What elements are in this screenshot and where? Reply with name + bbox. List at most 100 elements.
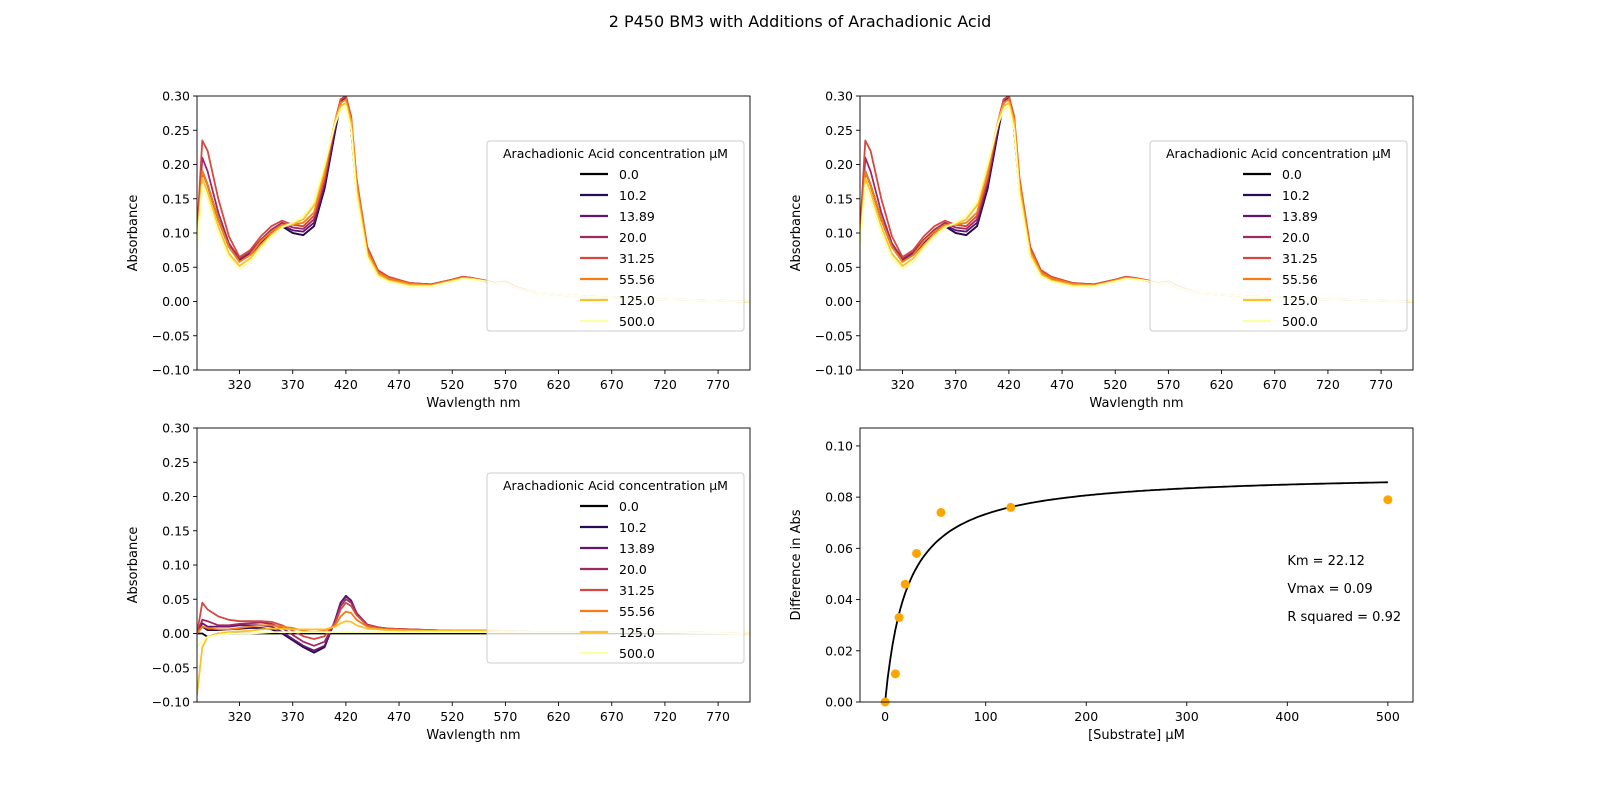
y-axis-label: Absorbance [126, 195, 141, 272]
x-tick-label: 470 [387, 709, 411, 724]
x-tick-label: 470 [387, 377, 411, 392]
x-tick-label: 400 [1275, 709, 1299, 724]
legend-label: 500.0 [619, 646, 655, 661]
legend-label: 0.0 [619, 167, 639, 182]
y-tick-label: 0.15 [162, 523, 190, 538]
x-tick-label: 770 [706, 377, 730, 392]
data-point [894, 612, 904, 622]
legend-label: 31.25 [619, 251, 655, 266]
legend-label: 55.56 [1282, 272, 1318, 287]
y-tick-label: 0.20 [162, 489, 190, 504]
figure-title: 2 P450 BM3 with Additions of Arachadioni… [608, 12, 992, 31]
y-tick-label: 0.30 [162, 89, 190, 104]
x-tick-label: 420 [334, 709, 358, 724]
legend-label: 20.0 [1282, 230, 1310, 245]
data-point [912, 548, 922, 558]
legend-label: 500.0 [619, 314, 655, 329]
x-tick-label: 320 [228, 709, 252, 724]
x-tick-label: 570 [493, 377, 517, 392]
x-tick-label: 500 [1376, 709, 1400, 724]
x-axis-label: [Substrate] µM [1088, 728, 1185, 743]
y-tick-label: 0.15 [162, 191, 190, 206]
data-point [900, 579, 910, 589]
x-tick-label: 620 [547, 377, 571, 392]
x-tick-label: 620 [547, 709, 571, 724]
y-tick-label: 0.25 [162, 123, 190, 138]
fit-curve [884, 481, 1388, 703]
axes-frame [859, 95, 1414, 371]
y-tick-label: 0.02 [825, 643, 853, 658]
legend-title: Arachadionic Acid concentration µM [1166, 146, 1391, 161]
legend-label: 55.56 [619, 604, 655, 619]
y-axis-label: Difference in Abs [789, 509, 804, 620]
legend-label: 31.25 [1282, 251, 1318, 266]
legend-label: 13.89 [619, 541, 655, 556]
y-tick-label: 0.20 [825, 157, 853, 172]
legend-title: Arachadionic Acid concentration µM [503, 478, 728, 493]
legend-label: 0.0 [619, 499, 639, 514]
data-point [890, 669, 900, 679]
y-axis-label: Absorbance [789, 195, 804, 272]
y-tick-label: −0.05 [815, 328, 853, 343]
legend-label: 0.0 [1282, 167, 1302, 182]
legend-label: 125.0 [619, 625, 655, 640]
y-tick-label: 0.05 [162, 260, 190, 275]
difference-spectrum-panel: 320 370 420 470 520 570 620 670 720 770 −0.10 −0.05… [126, 421, 751, 743]
legend-label: 20.0 [619, 562, 647, 577]
x-tick-label: 0 [881, 709, 889, 724]
x-tick-label: 420 [997, 377, 1021, 392]
x-tick-label: 670 [600, 709, 624, 724]
fit-annotation: Vmax = 0.09 [1287, 582, 1372, 597]
y-tick-label: 0.10 [162, 226, 190, 241]
x-tick-label: 520 [440, 709, 464, 724]
x-axis-label: Wavlength nm [1089, 396, 1183, 411]
y-tick-label: 0.00 [825, 294, 853, 309]
michaelis-menten-panel: 0 100 200 300 400 500 0.00 0.02 0.04 0.06 0.08 0.10… [789, 427, 1414, 743]
x-tick-label: 370 [944, 377, 968, 392]
y-tick-label: −0.10 [152, 363, 190, 378]
x-tick-label: 200 [1074, 709, 1098, 724]
y-tick-label: 0.10 [162, 558, 190, 573]
x-tick-label: 520 [440, 377, 464, 392]
y-tick-label: 0.25 [162, 455, 190, 470]
x-tick-label: 370 [281, 377, 305, 392]
y-tick-label: 0.10 [825, 438, 853, 453]
fit-annotation: R squared = 0.92 [1287, 610, 1401, 625]
x-tick-label: 770 [1369, 377, 1393, 392]
x-tick-label: 720 [653, 377, 677, 392]
x-axis-label: Wavlength nm [426, 728, 520, 743]
legend-box [1149, 140, 1408, 332]
data-point [1006, 502, 1016, 512]
y-tick-label: 0.15 [825, 191, 853, 206]
legend-label: 125.0 [619, 293, 655, 308]
y-tick-label: 0.06 [825, 541, 853, 556]
y-tick-label: −0.05 [152, 328, 190, 343]
legend-label: 13.89 [619, 209, 655, 224]
legend-label: 13.89 [1282, 209, 1318, 224]
y-tick-label: 0.30 [825, 89, 853, 104]
x-tick-label: 570 [493, 709, 517, 724]
x-tick-label: 620 [1210, 377, 1234, 392]
y-tick-label: 0.05 [162, 592, 190, 607]
axes-frame [196, 95, 751, 371]
x-axis-label: Wavlength nm [426, 396, 520, 411]
legend-label: 500.0 [1282, 314, 1318, 329]
axes-frame [196, 427, 751, 703]
legend-title: Arachadionic Acid concentration µM [503, 146, 728, 161]
x-tick-label: 320 [228, 377, 252, 392]
x-tick-label: 470 [1050, 377, 1074, 392]
y-tick-label: 0.00 [162, 626, 190, 641]
x-tick-label: 520 [1103, 377, 1127, 392]
x-tick-label: 770 [706, 709, 730, 724]
y-axis-label: Absorbance [126, 527, 141, 604]
x-tick-label: 320 [891, 377, 915, 392]
y-tick-label: 0.00 [162, 294, 190, 309]
legend-box [486, 140, 745, 332]
y-tick-label: 0.20 [162, 157, 190, 172]
x-tick-label: 300 [1175, 709, 1199, 724]
y-tick-label: −0.10 [152, 695, 190, 710]
spectrum-panel-top-left: 320 370 420 470 520 570 620 670 720 770 −0.10 −0.05… [126, 89, 751, 411]
x-tick-label: 370 [281, 709, 305, 724]
legend-label: 20.0 [619, 230, 647, 245]
